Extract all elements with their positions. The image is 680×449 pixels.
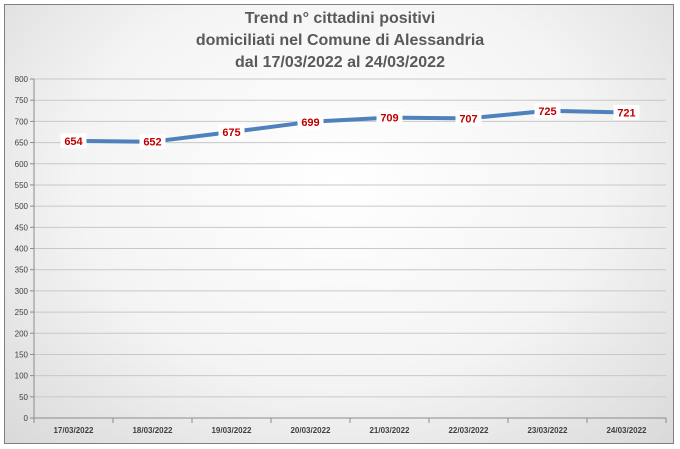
data-label: 675 [222,127,240,139]
x-tick-label: 19/03/2022 [211,426,252,435]
y-tick-label: 800 [15,75,29,84]
data-label-box [613,104,640,120]
y-tick-label: 650 [15,139,29,148]
y-tick-label: 300 [15,287,29,296]
series-line [71,108,629,144]
x-tick-label: 23/03/2022 [527,426,568,435]
x-tick-label: 20/03/2022 [290,426,331,435]
y-tick-label: 450 [15,223,29,232]
y-tick-label: 400 [15,245,29,254]
y-axis: 0 50 100 150 200 250 300 350 400 450 500 550 600 650 7… [15,75,35,423]
data-label-box [376,110,403,126]
y-tick-label: 100 [15,372,29,381]
data-label: 654 [64,136,83,148]
y-tick-label: 750 [15,96,29,105]
data-label-box [60,133,87,149]
data-label-box [297,114,324,130]
data-label-box [534,103,561,119]
series-line-group [71,108,629,144]
x-tick-label: 17/03/2022 [53,426,94,435]
chart-title: Trend n° cittadini positivi domiciliati … [0,8,680,74]
chart-title-line-2: domiciliati nel Comune di Alessandria [195,32,485,49]
y-tick-label: 200 [15,329,29,338]
data-label: 721 [617,107,635,119]
chart-frame [4,4,674,444]
data-label: 652 [143,137,161,149]
data-label-box [218,124,245,140]
data-label: 707 [459,113,477,125]
data-label: 699 [301,117,319,129]
x-tick-label: 24/03/2022 [606,426,647,435]
chart-title-line-1: Trend n° cittadini positivi [244,10,436,27]
gridlines [34,78,666,419]
chart-title-line-3: dal 17/03/2022 al 24/03/2022 [235,54,445,71]
x-tick-label: 21/03/2022 [369,426,410,435]
y-tick-label: 550 [15,181,29,190]
data-labels: 654 652 675 699 709 707 725 721 [60,103,640,150]
x-tick-label: 18/03/2022 [132,426,173,435]
y-tick-label: 250 [15,308,29,317]
y-tick-label: 0 [24,414,29,423]
y-tick-label: 150 [15,350,29,359]
y-tick-label: 700 [15,117,29,126]
data-label: 709 [380,113,398,125]
y-tick-label: 350 [15,266,29,275]
data-label-box [139,134,166,150]
data-label: 725 [538,106,556,118]
y-tick-label: 50 [19,393,28,402]
x-tick-label: 22/03/2022 [448,426,489,435]
y-tick-label: 500 [15,202,29,211]
y-tick-label: 600 [15,160,29,169]
data-label-box [455,110,482,126]
x-axis: 17/03/2022 18/03/2022 19/03/2022 20/03/2022… [33,418,667,435]
